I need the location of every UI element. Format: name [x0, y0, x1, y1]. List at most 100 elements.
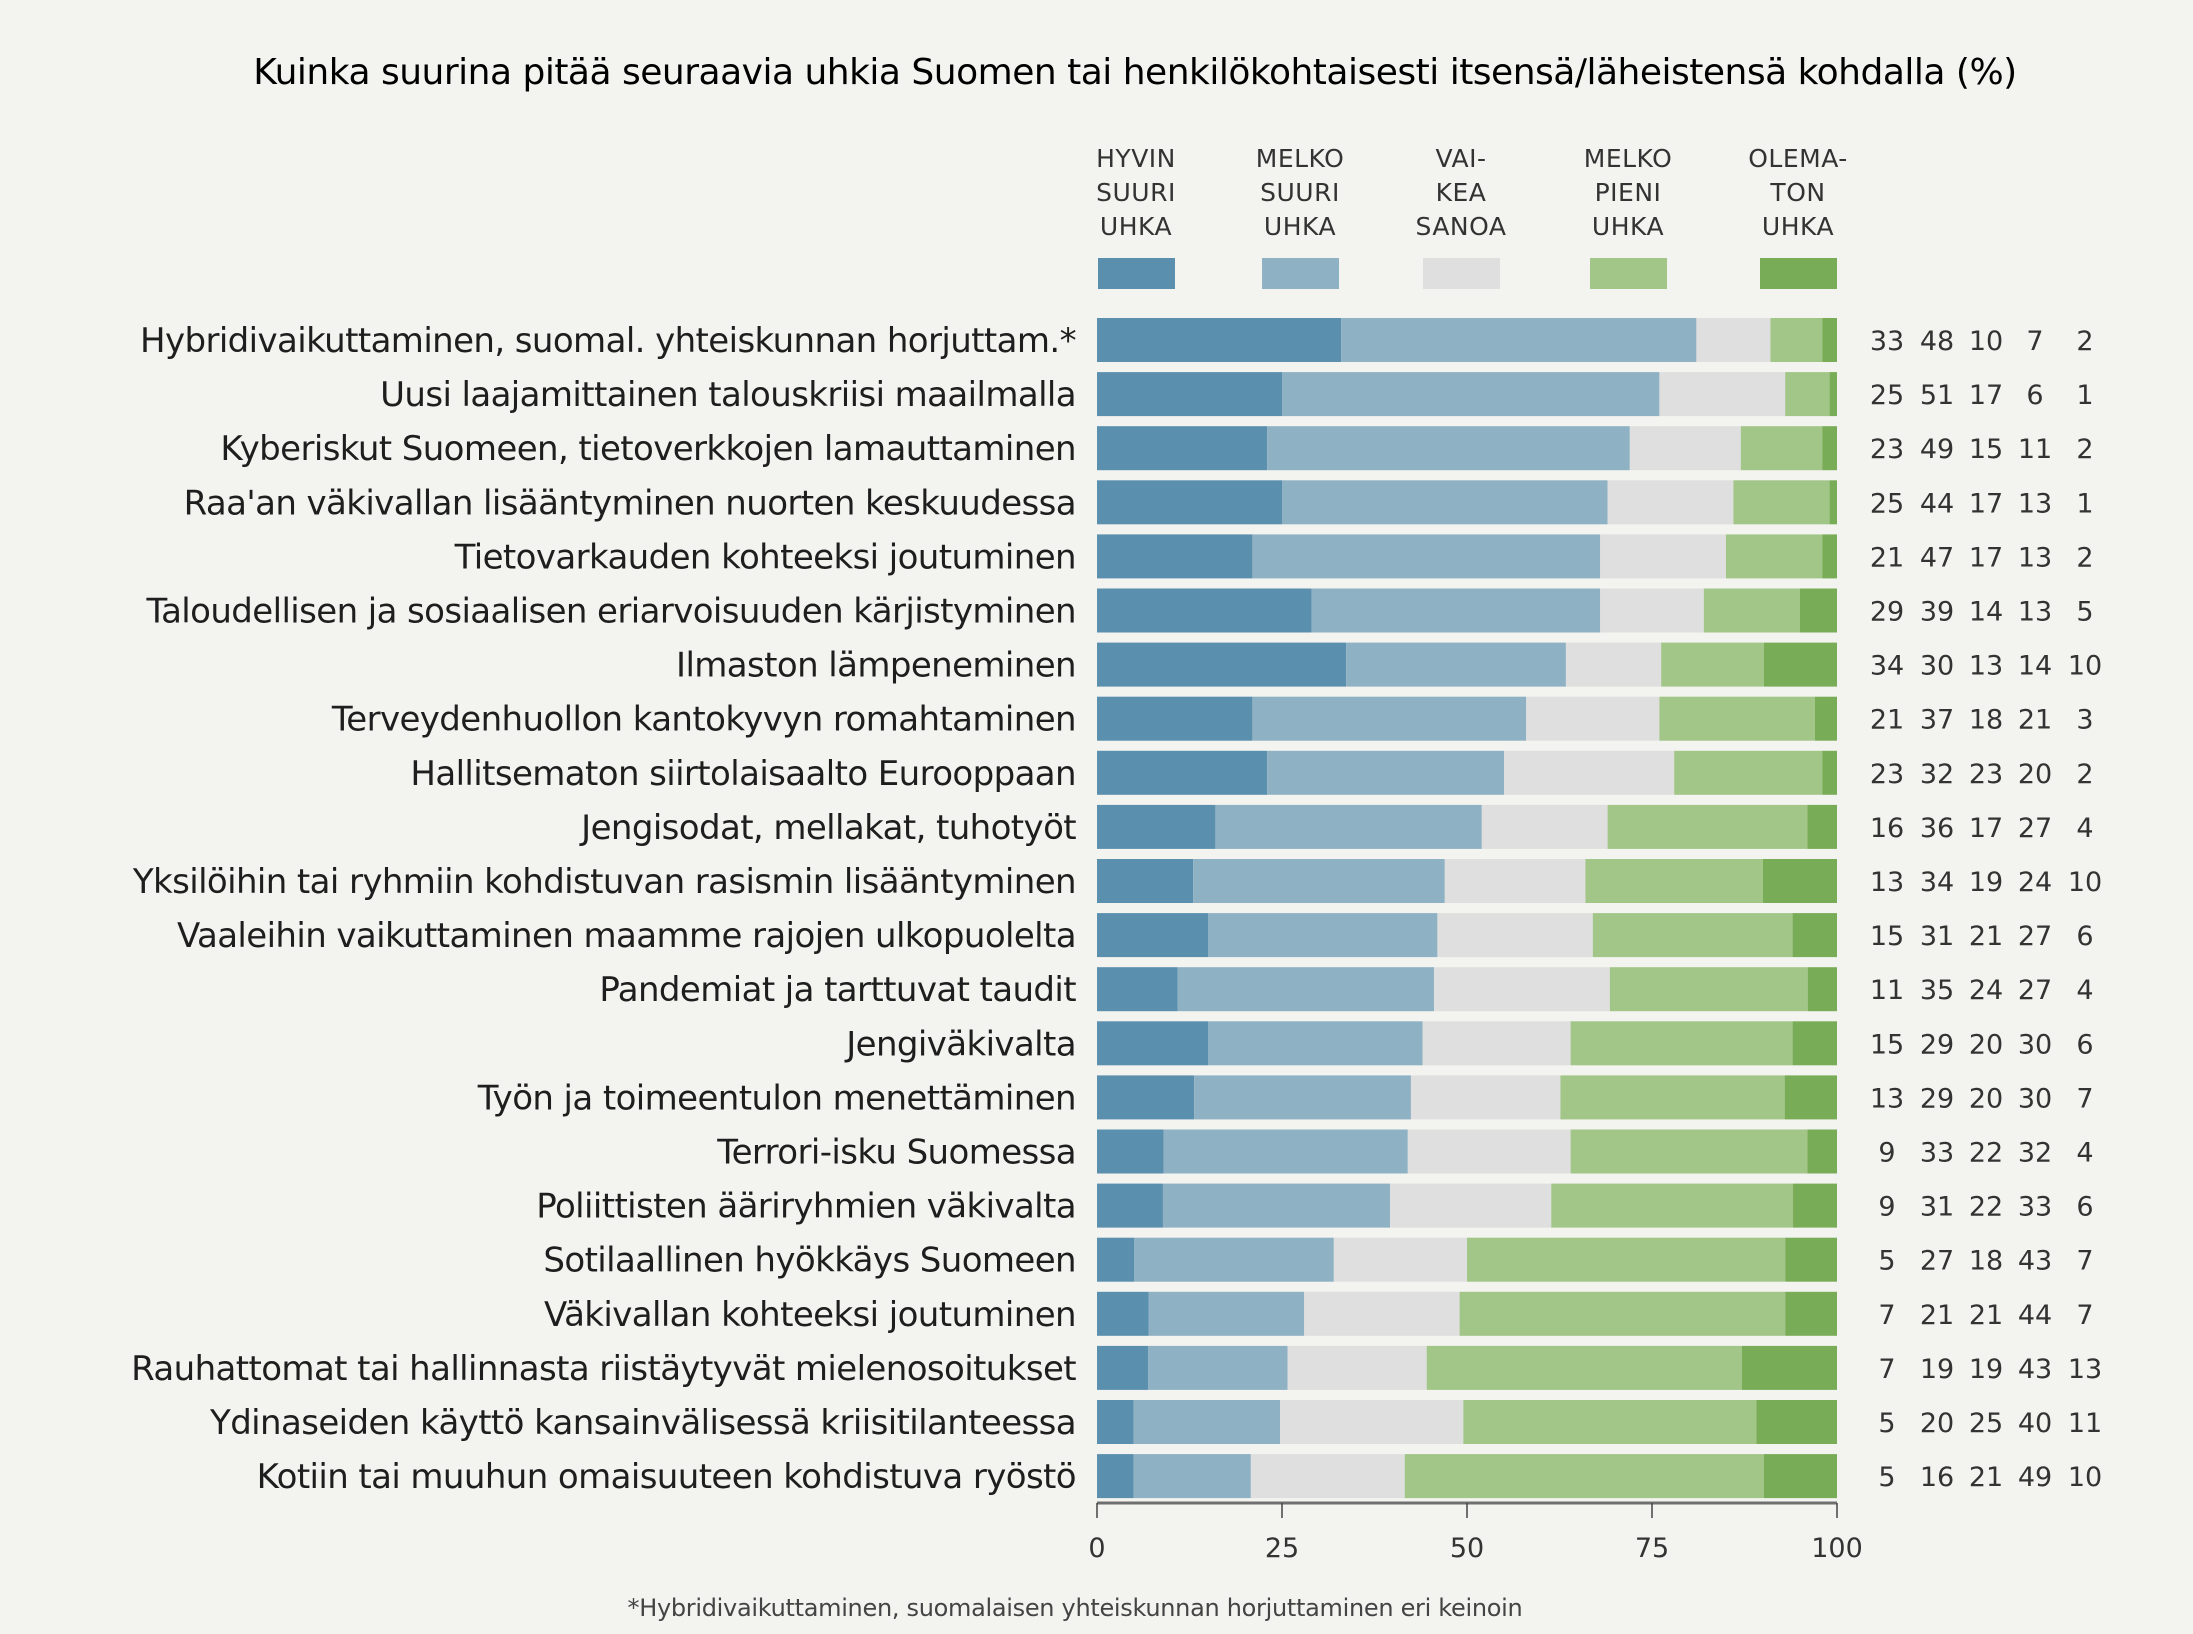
- value-label: 13: [1870, 1083, 1904, 1114]
- value-label: 27: [2018, 975, 2052, 1006]
- value-label: 43: [2018, 1354, 2052, 1385]
- bar-segment: [1607, 804, 1808, 849]
- chart-title: Kuinka suurina pitää seuraavia uhkia Suo…: [253, 52, 2016, 93]
- bar-segment: [1481, 804, 1608, 849]
- value-table: 33 48 10 7 225 51 17 6 123 49 15 11 225 44 17 13 121 47 17…: [1870, 326, 2102, 1493]
- row-label: Kyberiskut Suomeen, tietoverkkojen lamau…: [220, 429, 1076, 469]
- value-label: 20: [1969, 1083, 2003, 1114]
- value-label: 10: [1969, 326, 2003, 357]
- bar-segment: [1674, 750, 1823, 795]
- footnote: *Hybridivaikuttaminen, suomalaisen yhtei…: [628, 1594, 1523, 1622]
- value-label: 20: [2018, 759, 2052, 790]
- row-labels: Hybridivaikuttaminen, suomal. yhteiskunn…: [131, 321, 1077, 1497]
- bar-segment: [1097, 913, 1208, 958]
- value-label: 21: [1969, 1300, 2003, 1331]
- value-label: 5: [1878, 1408, 1895, 1439]
- bar-segment: [1162, 1183, 1391, 1228]
- bar-segment: [1822, 426, 1837, 471]
- row-label: Sotilaallinen hyökkäys Suomeen: [543, 1241, 1076, 1281]
- bar-segment: [1097, 642, 1347, 687]
- bar-segment: [1194, 1075, 1411, 1120]
- row-label: Terrori-isku Suomessa: [716, 1133, 1076, 1173]
- row-label: Uusi laajamittainen talouskriisi maailma…: [380, 375, 1076, 415]
- bar-segment: [1097, 1454, 1134, 1499]
- bar-segment: [1560, 1075, 1785, 1120]
- bar-segment: [1600, 588, 1704, 633]
- value-label: 2: [2076, 434, 2093, 465]
- bar-segment: [1607, 480, 1734, 525]
- bar-segment: [1526, 696, 1660, 741]
- value-label: 23: [1870, 434, 1904, 465]
- row-label: Jengisodat, mellakat, tuhotyöt: [579, 808, 1076, 848]
- value-label: 14: [2018, 651, 2052, 682]
- row-label: Kotiin tai muuhun omaisuuteen kohdistuva…: [257, 1457, 1076, 1497]
- value-label: 15: [1870, 921, 1904, 952]
- bar-segment: [1287, 1345, 1427, 1390]
- value-label: 47: [1920, 542, 1954, 573]
- bar-segment: [1252, 696, 1527, 741]
- legend-label: VAI-: [1436, 144, 1487, 173]
- value-label: 13: [1969, 651, 2003, 682]
- bar-segment: [1740, 426, 1823, 471]
- value-label: 4: [2076, 813, 2093, 844]
- legend: HYVIN SUURI UHKA MELKO SUURI UHKA VAI- KEA SANOA…: [1096, 144, 1848, 289]
- value-label: 11: [2018, 434, 2052, 465]
- value-label: 25: [1870, 488, 1904, 519]
- bar-segment: [1807, 1129, 1837, 1174]
- row-label: Ilmaston lämpeneminen: [676, 646, 1076, 686]
- value-label: 9: [1878, 1192, 1895, 1223]
- legend-label: OLEMA-: [1748, 144, 1848, 173]
- bar-segment: [1097, 1291, 1149, 1336]
- bar-segment: [1600, 534, 1726, 579]
- value-label: 24: [2018, 867, 2052, 898]
- legend-label: TON: [1769, 178, 1825, 207]
- legend-label: KEA: [1436, 178, 1487, 207]
- value-label: 5: [1878, 1462, 1895, 1493]
- bar-segment: [1741, 1345, 1837, 1390]
- value-label: 19: [1969, 867, 2003, 898]
- bar-segment: [1763, 1454, 1837, 1499]
- bar-segment: [1097, 804, 1216, 849]
- value-label: 22: [1969, 1192, 2003, 1223]
- value-label: 29: [1920, 1029, 1954, 1060]
- value-label: 13: [2018, 597, 2052, 628]
- bar-segment: [1659, 372, 1786, 417]
- value-label: 9: [1878, 1138, 1895, 1169]
- value-label: 7: [1878, 1300, 1895, 1331]
- value-label: 32: [2018, 1138, 2052, 1169]
- bar-segment: [1097, 318, 1342, 362]
- value-label: 11: [1870, 975, 1904, 1006]
- bar-segment: [1148, 1291, 1305, 1336]
- row-label: Vaaleihin vaikuttaminen maamme rajojen u…: [177, 916, 1076, 956]
- legend-label: HYVIN: [1096, 144, 1176, 173]
- bar-segment: [1822, 318, 1837, 362]
- value-label: 7: [2026, 326, 2043, 357]
- legend-label: MELKO: [1584, 144, 1673, 173]
- value-label: 35: [1920, 975, 1954, 1006]
- row-label: Ydinaseiden käyttö kansainvälisessä krii…: [209, 1403, 1076, 1443]
- value-label: 7: [2076, 1300, 2093, 1331]
- bar-segment: [1659, 696, 1815, 741]
- value-label: 27: [2018, 813, 2052, 844]
- bar-segment: [1097, 696, 1253, 741]
- value-label: 19: [1920, 1354, 1954, 1385]
- value-label: 44: [1920, 488, 1954, 519]
- bar-segment: [1785, 1237, 1837, 1282]
- value-label: 6: [2026, 380, 2043, 411]
- value-label: 20: [1969, 1029, 2003, 1060]
- bar-segment: [1463, 1400, 1757, 1444]
- bar-segment: [1390, 1183, 1552, 1228]
- value-label: 49: [2018, 1462, 2052, 1493]
- value-label: 7: [2076, 1083, 2093, 1114]
- legend-label: UHKA: [1100, 212, 1172, 241]
- bar-segment: [1733, 480, 1830, 525]
- bar-segment: [1208, 913, 1438, 958]
- bar-segment: [1551, 1183, 1794, 1228]
- value-label: 34: [1920, 867, 1954, 898]
- value-label: 30: [2018, 1029, 2052, 1060]
- bar-segment: [1792, 1021, 1837, 1066]
- bar-segment: [1703, 588, 1800, 633]
- row-label: Pandemiat ja tarttuvat taudit: [599, 970, 1076, 1010]
- value-label: 7: [2076, 1246, 2093, 1277]
